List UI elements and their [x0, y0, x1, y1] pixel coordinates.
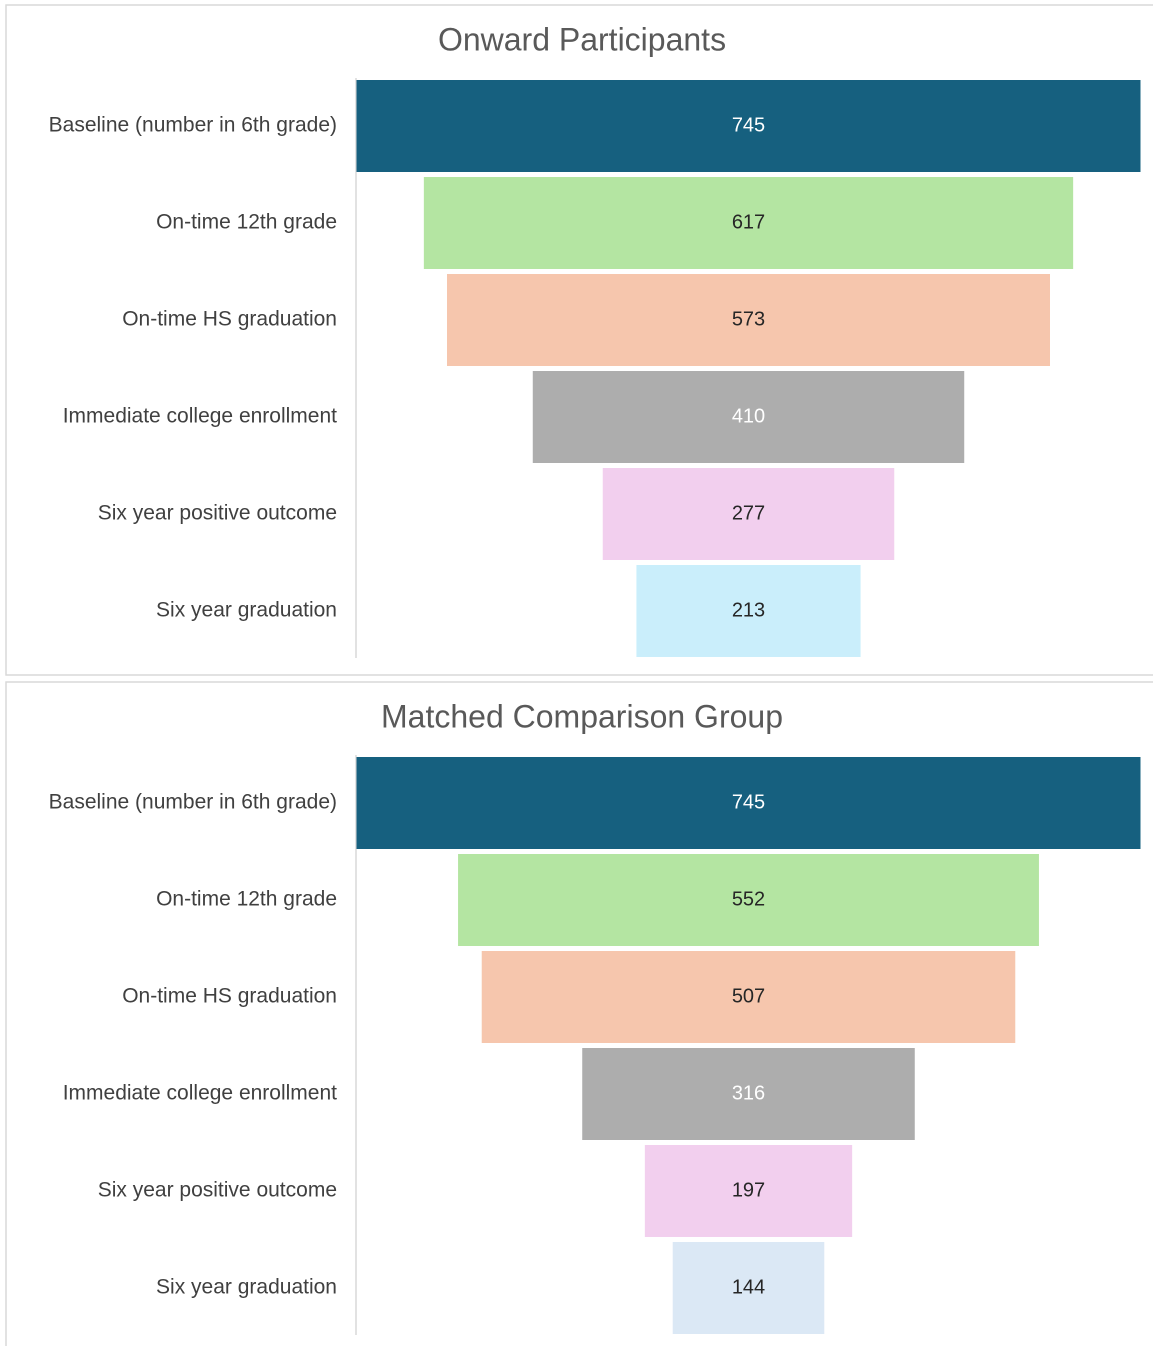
funnel-bar: [423, 177, 1074, 269]
category-label: On-time 12th grade: [156, 888, 337, 911]
value-label: 617: [732, 211, 765, 233]
category-label: On-time 12th grade: [156, 211, 337, 234]
funnel-bar: [582, 1048, 915, 1140]
category-label: Baseline (number in 6th grade): [49, 114, 337, 137]
value-label: 277: [732, 502, 765, 524]
category-label: On-time HS graduation: [122, 985, 337, 1008]
funnel-bar: [447, 274, 1050, 366]
value-label: 745: [732, 114, 765, 136]
chart-title: Onward Participants: [438, 21, 726, 57]
value-label: 573: [732, 308, 765, 330]
chart-title: Matched Comparison Group: [381, 698, 783, 734]
value-label: 552: [732, 888, 765, 910]
funnel-bar: [672, 1242, 825, 1334]
value-label: 144: [732, 1276, 765, 1298]
category-label: Six year positive outcome: [98, 1179, 337, 1202]
funnel-bar: [532, 371, 965, 463]
value-label: 197: [732, 1179, 765, 1201]
value-label: 507: [732, 985, 765, 1007]
category-label: Immediate college enrollment: [63, 405, 337, 428]
value-label: 410: [732, 405, 765, 427]
category-label: On-time HS graduation: [122, 308, 337, 331]
category-label: Immediate college enrollment: [63, 1082, 337, 1105]
funnel-bar: [356, 757, 1141, 849]
value-label: 213: [732, 599, 765, 621]
category-label: Six year graduation: [156, 599, 337, 622]
value-label: 316: [732, 1082, 765, 1104]
category-label: Baseline (number in 6th grade): [49, 791, 337, 814]
category-label: Six year graduation: [156, 1276, 337, 1299]
funnel-bar: [644, 1145, 853, 1237]
value-label: 745: [732, 791, 765, 813]
funnel-bar: [356, 80, 1141, 172]
funnel-bar: [481, 951, 1016, 1043]
funnel-bar: [636, 565, 861, 657]
funnel-bar: [602, 468, 895, 560]
funnel-bar: [458, 854, 1039, 946]
category-label: Six year positive outcome: [98, 502, 337, 525]
